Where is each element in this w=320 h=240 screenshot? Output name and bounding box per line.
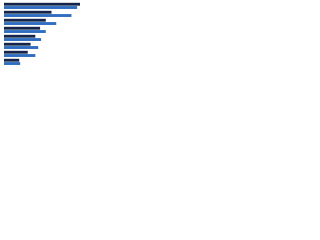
bar bbox=[4, 18, 46, 22]
bar bbox=[4, 54, 36, 57]
bar bbox=[4, 42, 31, 46]
bar bbox=[4, 46, 39, 49]
bar bbox=[4, 10, 52, 14]
bar bbox=[4, 6, 78, 9]
chart bbox=[4, 2, 80, 65]
bar bbox=[4, 58, 20, 62]
bar bbox=[4, 50, 28, 54]
page: (() => { const data = JSON.parse(documen… bbox=[0, 0, 320, 71]
bar bbox=[4, 34, 36, 38]
bar bbox=[4, 26, 41, 30]
bar bbox=[4, 22, 57, 25]
bar bbox=[4, 14, 72, 17]
bar bbox=[4, 38, 42, 41]
bar bbox=[4, 2, 80, 6]
bar bbox=[4, 62, 21, 65]
bar bbox=[4, 30, 46, 33]
